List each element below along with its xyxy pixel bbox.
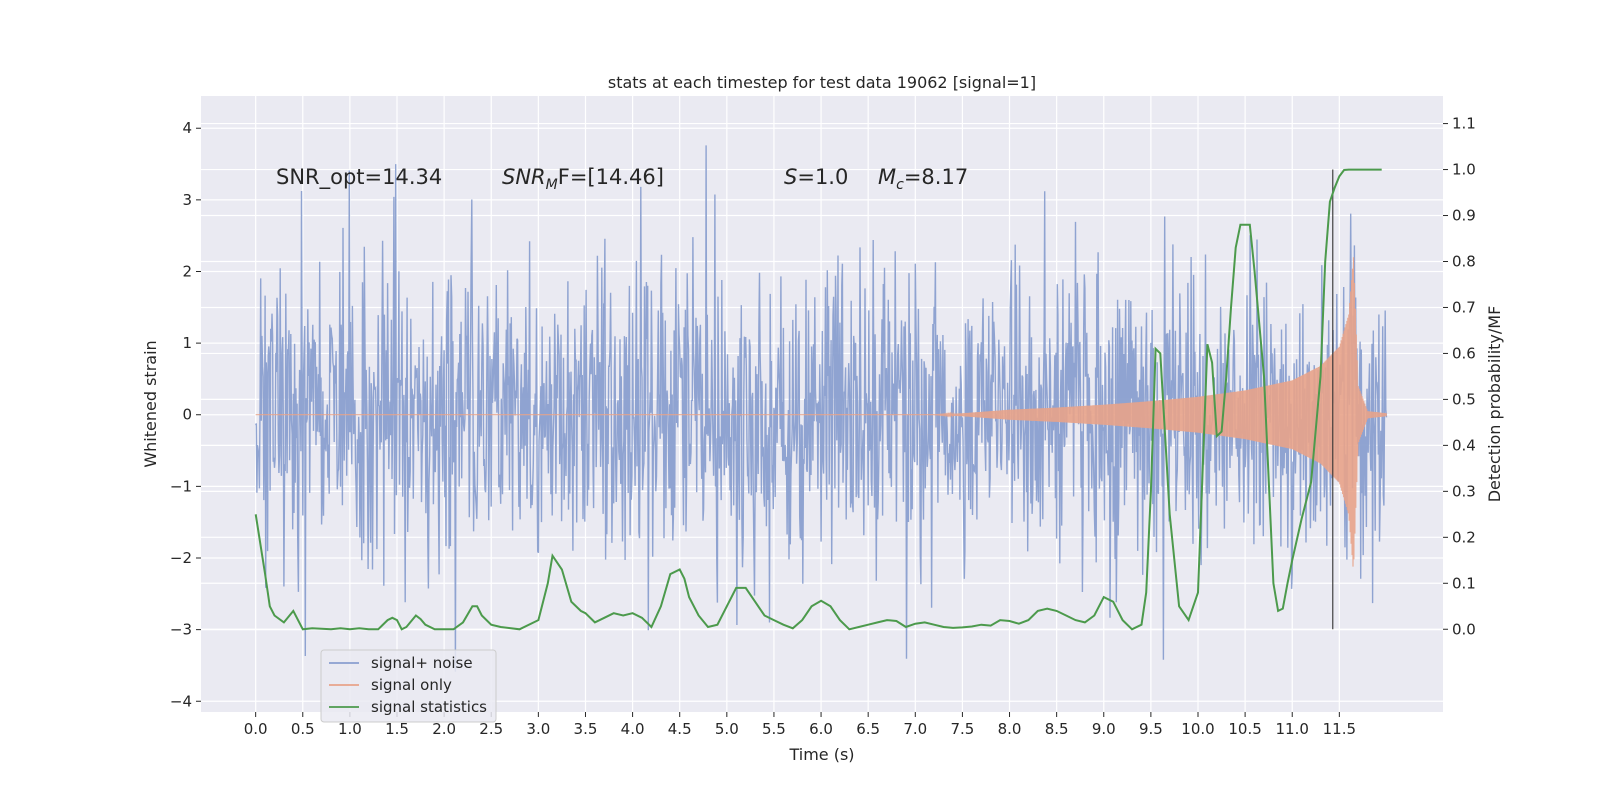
y-tick-label: −1: [170, 477, 192, 495]
y-tick-label: 4: [182, 119, 192, 137]
annotations: SNR_opt=14.34 SNRMF=[14.46] S=1.0 Mc=8.1…: [276, 165, 968, 193]
y2-tick-label: 0.9: [1452, 207, 1476, 225]
annotation-mc: Mc=8.17: [878, 165, 968, 193]
y2-tick-label: 0.1: [1452, 574, 1476, 592]
x-tick-label: 0.5: [291, 720, 315, 738]
annotation-snr-opt: SNR_opt=14.34: [276, 165, 442, 190]
series-signal-only-line: [255, 257, 1388, 567]
annotation-mc-sub: c: [896, 177, 904, 193]
x-tick-label: 4.0: [621, 720, 645, 738]
y-tick-label: −4: [170, 692, 192, 710]
legend-frame: [320, 649, 497, 723]
y2-tick-label: 1.0: [1452, 161, 1476, 179]
annotation-mc-symbol: M: [878, 165, 896, 189]
x-tick-label: 7.0: [903, 720, 927, 738]
legend-label-signal-statistics: signal statistics: [371, 698, 487, 716]
x-tick-label: 4.5: [668, 720, 692, 738]
x-tick-label: 8.0: [998, 720, 1022, 738]
annotation-s: S=1.0: [784, 165, 848, 189]
annotation-snr-mf-prefix: SNR: [502, 165, 546, 189]
annotation-s-symbol: S: [784, 165, 797, 189]
annotation-snr-mf-sub: M: [546, 177, 558, 193]
x-tick-label: 1.0: [338, 720, 362, 738]
y-tick-label: 0: [182, 406, 192, 424]
y-axis-label: Whitened strain: [141, 340, 160, 467]
annotation-snr-mf: SNRMF=[14.46]: [502, 165, 664, 193]
x-tick-label: 10.0: [1181, 720, 1214, 738]
y2-tick-label: 0.4: [1452, 436, 1476, 454]
annotation-snr-mf-rest: F=[14.46]: [558, 165, 664, 189]
y2-tick-label: 0.6: [1452, 344, 1476, 362]
x-tick-label: 3.0: [526, 720, 550, 738]
y-tick-label: 2: [182, 262, 192, 280]
x-tick-label: 7.5: [950, 720, 974, 738]
x-tick-label: 8.5: [1045, 720, 1069, 738]
y-tick-label: 3: [182, 191, 192, 209]
y-tick-label: −2: [170, 549, 192, 567]
y2-tick-label: 0.5: [1452, 390, 1476, 408]
x-tick-label: 11.0: [1276, 720, 1309, 738]
x-tick-label: 9.5: [1139, 720, 1163, 738]
annotation-mc-value: =8.17: [904, 165, 968, 189]
x-tick-label: 3.5: [574, 720, 598, 738]
x-tick-label: 2.0: [432, 720, 456, 738]
axis-ticks: 0.0 0.5 1.0 1.5 2.0 2.5 3.0 3.5 4.0 4.5 5.0 5.5 6.0 6…: [170, 115, 1476, 738]
series-signal-statistics-line: [254, 168, 1382, 631]
y2-tick-label: 0.0: [1452, 620, 1476, 638]
x-tick-label: 0.0: [244, 720, 268, 738]
y2-tick-label: 0.7: [1452, 298, 1476, 316]
y-tick-label: −3: [170, 621, 192, 639]
x-tick-label: 5.5: [762, 720, 786, 738]
y2-tick-label: 0.8: [1452, 252, 1476, 270]
annotation-s-value: =1.0: [797, 165, 848, 189]
x-tick-label: 11.5: [1323, 720, 1356, 738]
x-tick-label: 6.5: [856, 720, 880, 738]
x-axis-label: Time (s): [788, 745, 854, 764]
y2-tick-label: 0.2: [1452, 528, 1476, 546]
x-tick-label: 6.0: [809, 720, 833, 738]
y2-axis-label: Detection probability/MF: [1485, 306, 1504, 503]
legend: signal+ noise signal only signal statist…: [320, 649, 497, 723]
x-tick-label: 9.0: [1092, 720, 1116, 738]
chart-title: stats at each timestep for test data 190…: [608, 73, 1036, 92]
x-tick-label: 10.5: [1228, 720, 1261, 738]
series-layer: [254, 145, 1388, 672]
legend-label-signal-only: signal only: [371, 676, 452, 694]
y-tick-label: 1: [182, 334, 192, 352]
x-tick-label: 5.0: [715, 720, 739, 738]
x-tick-label: 1.5: [385, 720, 409, 738]
x-tick-label: 2.5: [479, 720, 503, 738]
series-signal-noise-line: [255, 145, 1388, 672]
legend-label-signal-noise: signal+ noise: [371, 654, 473, 672]
y2-tick-label: 0.3: [1452, 482, 1476, 500]
y2-tick-label: 1.1: [1452, 115, 1476, 133]
